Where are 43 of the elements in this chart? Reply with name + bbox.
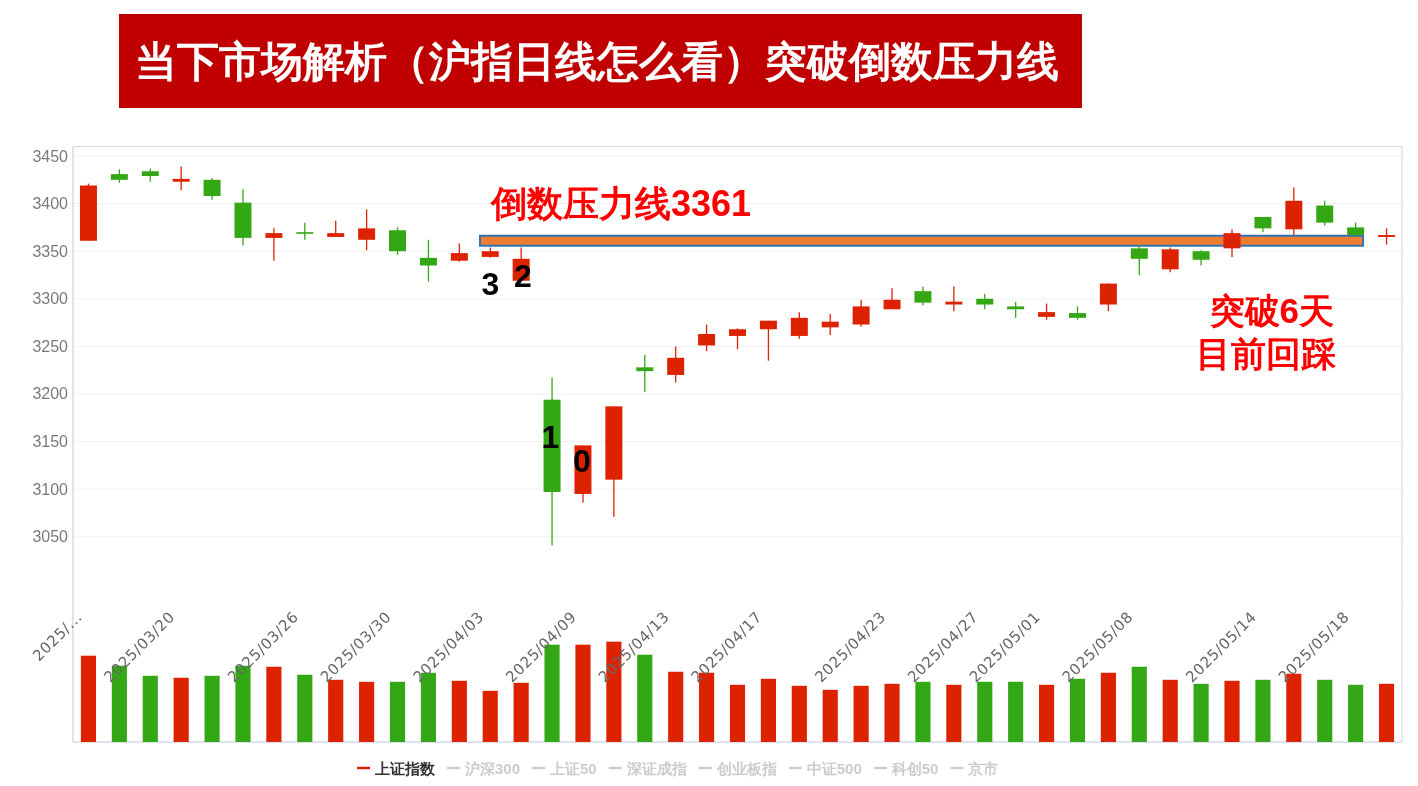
- y-tick-label: 3150: [32, 433, 69, 451]
- bar: [668, 671, 684, 742]
- bar: [853, 685, 869, 742]
- y-tick-label: 3050: [32, 528, 69, 546]
- y-tick-label: 3350: [32, 242, 69, 260]
- bar: [204, 675, 220, 742]
- bar: [1131, 666, 1147, 742]
- bar: [977, 681, 993, 742]
- y-tick-label: 3250: [32, 337, 69, 355]
- bar: [389, 681, 406, 742]
- y-tick-label: 3100: [32, 480, 69, 498]
- bar: [1255, 679, 1271, 742]
- bar: [822, 689, 838, 742]
- bar: [884, 683, 900, 742]
- bar: [1193, 683, 1209, 742]
- bar: [791, 685, 807, 742]
- annotation: 目前回踩: [1196, 334, 1337, 373]
- bar: [729, 684, 746, 742]
- y-tick-label: 3300: [32, 290, 69, 308]
- bar: [1378, 683, 1395, 742]
- annotation: 0: [573, 443, 591, 479]
- annotation: 突破6天: [1208, 291, 1334, 330]
- bar: [173, 677, 189, 742]
- bar: [946, 684, 962, 742]
- bar: [359, 681, 375, 742]
- bar: [1348, 684, 1364, 742]
- legend-label: 上证指数: [374, 759, 436, 777]
- y-tick-label: 3450: [32, 147, 69, 165]
- bar: [575, 644, 591, 742]
- y-tick-label: 3400: [32, 195, 69, 213]
- y-tick-label: 3200: [32, 385, 69, 403]
- bar: [1008, 681, 1024, 742]
- bar: [482, 690, 498, 742]
- bar: [1039, 684, 1055, 742]
- bar: [513, 682, 529, 742]
- bar: [297, 674, 313, 742]
- chart-title: 当下市场解析（沪指日线怎么看）突破倒数压力线: [135, 38, 1059, 85]
- bar: [1162, 679, 1178, 742]
- bar: [915, 681, 931, 742]
- bar: [80, 655, 97, 742]
- annotation: 3: [481, 266, 500, 302]
- bar: [760, 678, 776, 742]
- ref-line-label: 倒数压力线3361: [489, 183, 752, 224]
